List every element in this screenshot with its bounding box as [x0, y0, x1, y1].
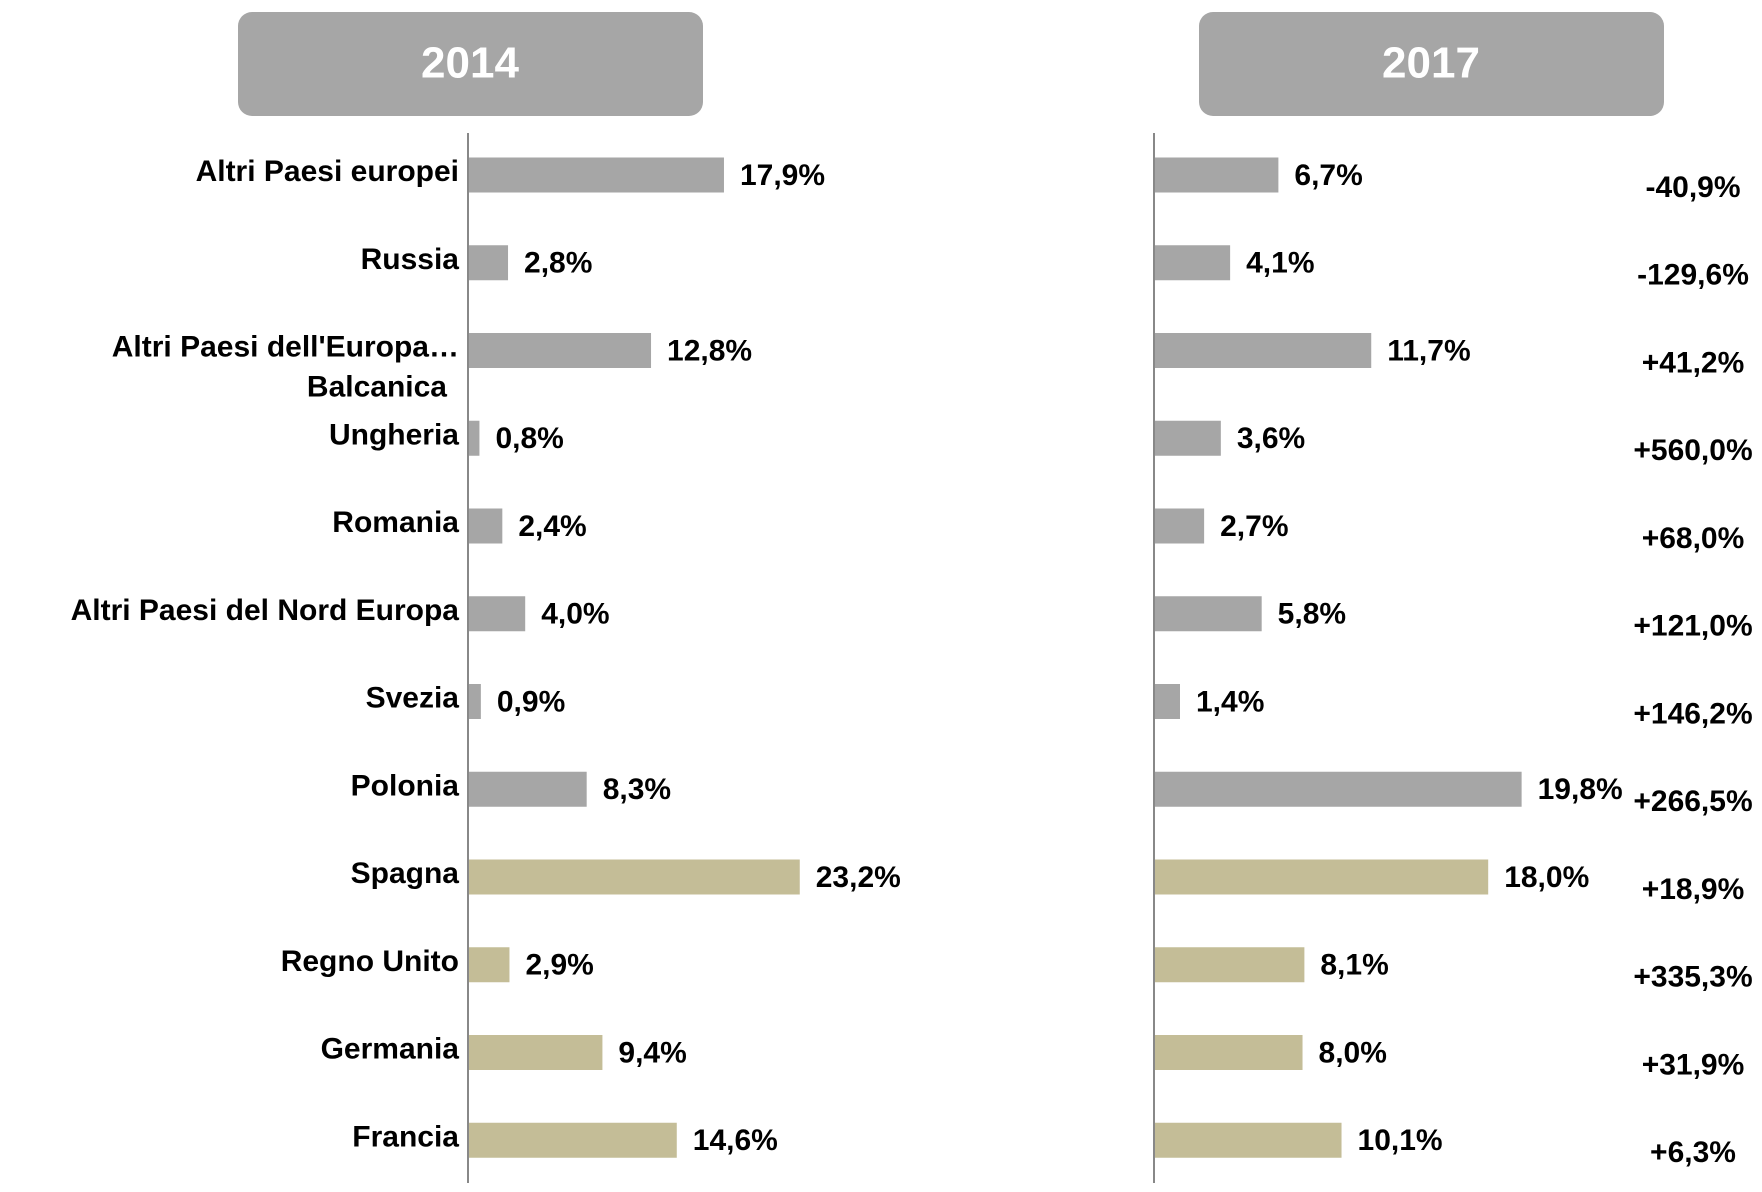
category-label: Altri Paesi europei: [196, 155, 459, 188]
category-label: Spagna: [351, 857, 460, 890]
change-label: -129,6%: [1637, 259, 1749, 292]
bar: [1154, 859, 1489, 895]
bar: [1154, 684, 1180, 719]
bar: [468, 1122, 677, 1158]
change-label: -40,9%: [1645, 171, 1740, 204]
value-label: 9,4%: [618, 1036, 686, 1069]
value-label: 4,1%: [1246, 247, 1314, 280]
change-label: +31,9%: [1642, 1048, 1745, 1081]
category-label: Altri Paesi dell'Europa… Balcanica: [112, 330, 459, 403]
value-label: 6,7%: [1294, 159, 1362, 192]
change-label: +68,0%: [1642, 522, 1745, 555]
bar: [468, 157, 724, 193]
bar: [468, 333, 652, 368]
bar: [1154, 771, 1522, 807]
value-label: 0,9%: [497, 685, 565, 718]
category-label: Francia: [352, 1120, 459, 1153]
bar: [468, 245, 509, 281]
bar: [468, 1035, 603, 1070]
change-label: +146,2%: [1633, 697, 1752, 730]
header-title: 2014: [421, 39, 519, 88]
category-label: Russia: [361, 243, 460, 276]
value-label: 5,8%: [1278, 598, 1346, 631]
value-label: 4,0%: [541, 598, 609, 631]
bar: [468, 771, 587, 807]
bar: [1154, 245, 1231, 281]
change-label: +560,0%: [1633, 434, 1752, 467]
change-label: +335,3%: [1633, 961, 1752, 994]
header-box: [1199, 12, 1664, 116]
bar: [1154, 508, 1205, 544]
value-label: 8,1%: [1320, 949, 1388, 982]
value-label: 2,7%: [1220, 510, 1288, 543]
bar: [1154, 596, 1262, 632]
bar: [1154, 420, 1221, 456]
bar: [468, 508, 503, 544]
header-title: 2017: [1382, 39, 1480, 88]
value-label: 8,0%: [1319, 1036, 1387, 1069]
value-label: 2,4%: [518, 510, 586, 543]
bar: [468, 947, 510, 983]
bar: [1154, 1035, 1303, 1070]
bar: [1154, 157, 1279, 193]
bar: [1154, 1122, 1342, 1158]
change-label: +41,2%: [1642, 346, 1745, 379]
category-label: Ungheria: [329, 418, 459, 451]
change-label: +121,0%: [1633, 610, 1752, 643]
value-label: 19,8%: [1538, 773, 1623, 806]
value-label: 18,0%: [1504, 861, 1589, 894]
value-label: 1,4%: [1196, 685, 1264, 718]
value-label: 14,6%: [693, 1124, 778, 1157]
category-label: Polonia: [351, 769, 460, 802]
category-label: Germania: [321, 1032, 460, 1065]
change-label: +266,5%: [1633, 785, 1752, 818]
value-label: 2,8%: [524, 247, 592, 280]
bar: [1154, 333, 1372, 368]
bar: [468, 684, 481, 719]
value-label: 8,3%: [603, 773, 671, 806]
value-label: 12,8%: [667, 334, 752, 367]
bar: [468, 420, 480, 456]
category-label: Altri Paesi del Nord Europa: [71, 594, 460, 627]
value-label: 0,8%: [495, 422, 563, 455]
bar: [1154, 947, 1305, 983]
category-label: Svezia: [366, 681, 460, 714]
bar: [468, 859, 800, 895]
value-label: 2,9%: [525, 949, 593, 982]
change-label: +6,3%: [1650, 1136, 1736, 1169]
category-label: Romania: [332, 506, 459, 539]
header-box: [238, 12, 703, 116]
value-label: 3,6%: [1237, 422, 1305, 455]
value-label: 11,7%: [1387, 334, 1470, 367]
value-label: 10,1%: [1358, 1124, 1443, 1157]
bar: [468, 596, 526, 632]
change-label: +18,9%: [1642, 873, 1745, 906]
category-label: Regno Unito: [281, 945, 459, 978]
value-label: 17,9%: [740, 159, 825, 192]
value-label: 23,2%: [816, 861, 901, 894]
